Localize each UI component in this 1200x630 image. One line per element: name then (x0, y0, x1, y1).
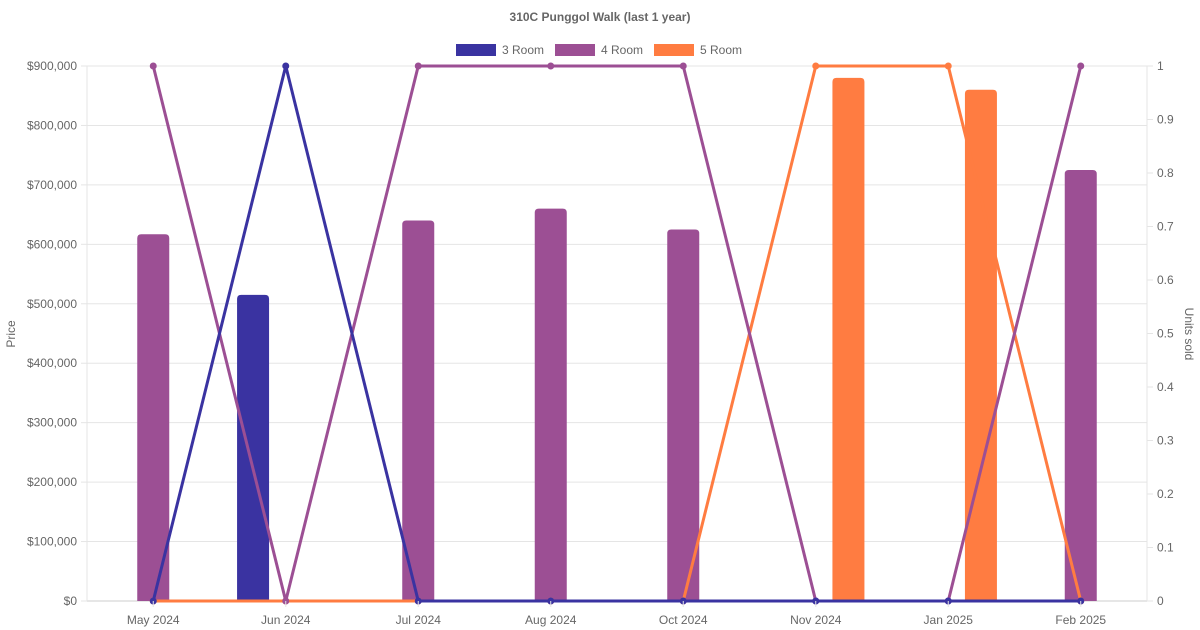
y2-tick-label: 0.5 (1157, 327, 1174, 341)
legend-label: 5 Room (700, 43, 742, 57)
line-5-room (153, 64, 1083, 603)
y-tick-label: $200,000 (27, 475, 77, 489)
x-tick-label: Nov 2024 (790, 613, 842, 627)
y-tick-label: $0 (64, 594, 78, 608)
y2-tick-label: 0.1 (1157, 541, 1174, 555)
bar-4-room (402, 220, 435, 602)
y-tick-label: $800,000 (27, 118, 77, 132)
y2-tick-label: 0 (1157, 594, 1164, 608)
point-4-room (547, 62, 555, 70)
point-3-room (282, 62, 290, 70)
point-4-room (679, 62, 687, 70)
legend-swatch-4-room (555, 44, 595, 56)
y-axis-left: $0 $100,000 $200,000 $300,000 $400,000 $500,0… (27, 59, 87, 608)
bar-3-room (237, 294, 270, 601)
bar-4-room (1064, 170, 1097, 601)
point-5-room (812, 62, 820, 70)
legend-label: 4 Room (601, 43, 643, 57)
y-tick-label: $100,000 (27, 535, 77, 549)
legend-swatch-3-room (456, 44, 496, 56)
y2-tick-label: 0.2 (1157, 487, 1174, 501)
y2-axis-title: Units sold (1182, 308, 1196, 361)
bar-4-room (667, 229, 700, 601)
x-tick-label: Feb 2025 (1055, 613, 1106, 627)
price-bars (137, 77, 1097, 602)
chart-title: 310C Punggol Walk (last 1 year) (510, 10, 691, 24)
y2-tick-label: 0.3 (1157, 434, 1174, 448)
y-tick-label: $900,000 (27, 59, 77, 73)
y2-tick-label: 0.9 (1157, 113, 1174, 127)
bar-5-room (964, 89, 997, 602)
y-axis-title: Price (4, 320, 18, 348)
point-5-room (944, 62, 952, 70)
y-tick-label: $500,000 (27, 297, 77, 311)
bar-4-room (137, 234, 170, 601)
line-4-room (151, 64, 1083, 603)
legend-swatch-5-room (654, 44, 694, 56)
point-4-room (414, 62, 422, 70)
y-tick-label: $400,000 (27, 356, 77, 370)
bar-5-room (832, 77, 865, 601)
bar-4-room (534, 208, 567, 601)
point-4-room (149, 62, 157, 70)
line-3-room (151, 64, 1081, 603)
y-tick-label: $600,000 (27, 237, 77, 251)
x-tick-label: Jun 2024 (261, 613, 311, 627)
x-axis: May 2024 Jun 2024 Jul 2024 Aug 2024 Oct 2024… (127, 601, 1106, 627)
x-tick-label: Jul 2024 (396, 613, 442, 627)
y2-tick-label: 0.4 (1157, 380, 1174, 394)
y2-tick-label: 0.7 (1157, 220, 1174, 234)
x-tick-label: Oct 2024 (659, 613, 708, 627)
y-tick-label: $300,000 (27, 416, 77, 430)
x-tick-label: Aug 2024 (525, 613, 577, 627)
units-sold-lines (149, 62, 1085, 605)
y2-tick-label: 0.6 (1157, 273, 1174, 287)
y2-tick-label: 1 (1157, 59, 1164, 73)
y2-tick-label: 0.8 (1157, 166, 1174, 180)
x-tick-label: Jan 2025 (924, 613, 974, 627)
legend: 3 Room 4 Room 5 Room (456, 43, 742, 57)
legend-label: 3 Room (502, 43, 544, 57)
x-tick-label: May 2024 (127, 613, 180, 627)
point-4-room (1077, 62, 1085, 70)
y-axis-right: 0 0.1 0.2 0.3 0.4 0.5 0.6 0.7 0.8 0.9 1 (1147, 59, 1174, 608)
y-tick-label: $700,000 (27, 178, 77, 192)
